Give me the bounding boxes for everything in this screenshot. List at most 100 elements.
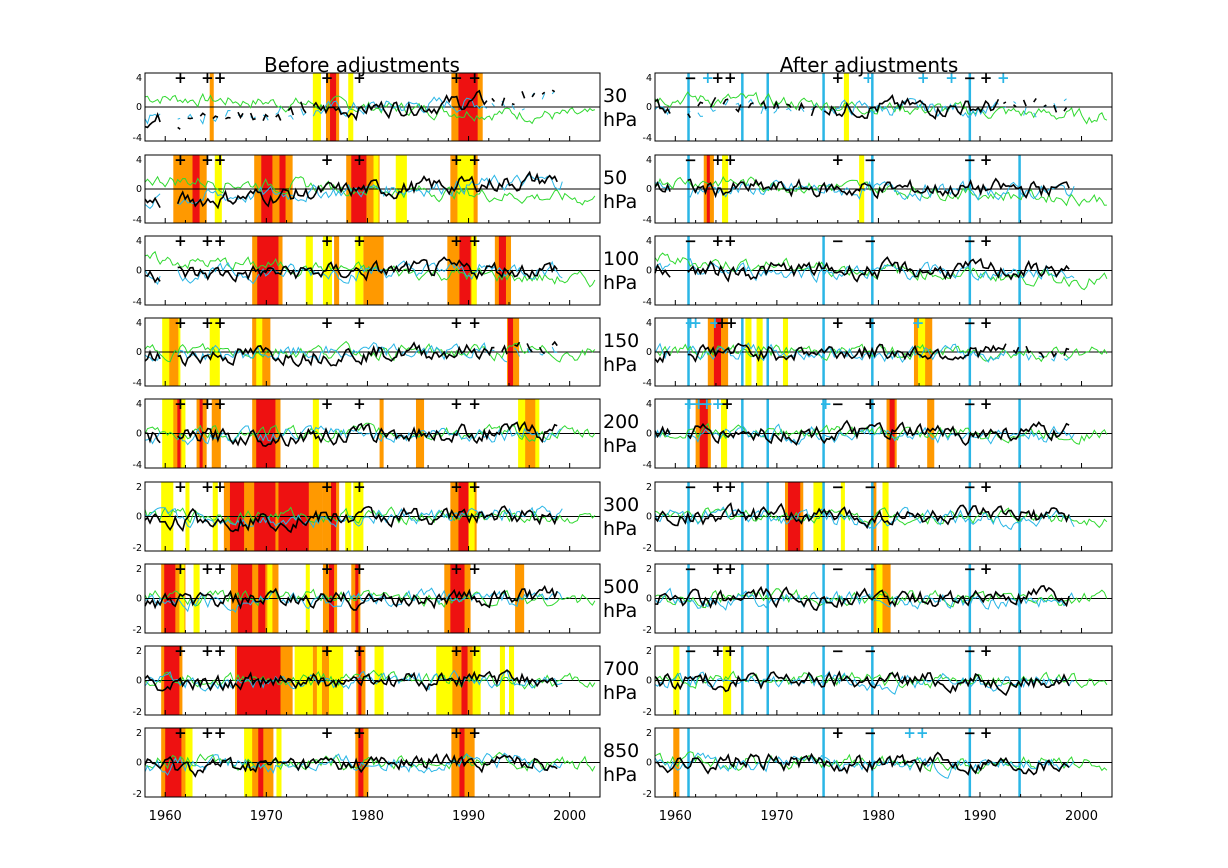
change-marker: + xyxy=(174,151,187,169)
y-tick-label: 0 xyxy=(646,676,652,687)
series-green xyxy=(654,343,1108,363)
change-marker: − xyxy=(832,560,845,578)
change-marker: + xyxy=(174,314,187,332)
level-label: 30 xyxy=(603,85,627,107)
change-marker: + xyxy=(450,232,463,250)
change-marker: − xyxy=(864,151,877,169)
y-tick-label: -4 xyxy=(133,133,142,144)
change-marker: − xyxy=(964,642,977,660)
series-cyan xyxy=(654,752,1075,779)
y-tick-label: 0 xyxy=(136,758,142,769)
change-marker: ++ xyxy=(201,69,226,87)
x-tick-label: 1990 xyxy=(452,809,485,824)
y-tick-label: -4 xyxy=(643,215,652,226)
level-unit: hPa xyxy=(603,682,637,704)
change-marker: − xyxy=(864,724,877,742)
y-tick-label: -4 xyxy=(643,460,652,471)
level-unit: hPa xyxy=(603,109,637,131)
change-marker: ++ xyxy=(711,478,736,496)
change-marker: − xyxy=(964,560,977,578)
level-label: 200 xyxy=(603,411,639,433)
change-marker: + xyxy=(721,395,734,413)
change-marker: ++ xyxy=(201,151,226,169)
level-unit: hPa xyxy=(603,518,637,540)
change-marker: + xyxy=(684,314,697,332)
change-marker: + xyxy=(468,478,481,496)
y-tick-label: -4 xyxy=(133,460,142,471)
change-marker: + xyxy=(712,395,725,413)
change-marker: + xyxy=(450,724,463,742)
change-marker: − xyxy=(684,478,697,496)
change-marker: + xyxy=(832,151,845,169)
y-tick-label: 4 xyxy=(136,399,142,410)
change-marker: + xyxy=(864,395,877,413)
after-panel-30: 40-4− +++ + + + + − + + xyxy=(643,69,1113,144)
change-marker: + xyxy=(174,478,187,496)
series-cyan xyxy=(144,341,558,364)
change-marker: + xyxy=(321,395,334,413)
series-green xyxy=(654,751,1108,775)
change-marker: + xyxy=(353,560,366,578)
series-green xyxy=(654,91,1108,125)
series-green xyxy=(654,252,1108,291)
change-marker: − xyxy=(864,478,877,496)
x-tick-label: 1970 xyxy=(760,809,793,824)
change-marker: + xyxy=(689,314,702,332)
change-marker: + xyxy=(353,232,366,250)
change-marker: − xyxy=(964,314,977,332)
after-panel-50: 40-4− ++ + − − + xyxy=(643,151,1113,226)
change-marker: + xyxy=(864,314,877,332)
y-tick-label: 0 xyxy=(136,102,142,113)
change-marker: + xyxy=(353,151,366,169)
y-tick-label: 0 xyxy=(646,266,652,277)
change-marker: − xyxy=(964,232,977,250)
y-tick-label: 2 xyxy=(136,646,142,657)
y-tick-label: -2 xyxy=(133,543,142,554)
level-label: 500 xyxy=(603,576,639,598)
level-unit: hPa xyxy=(603,354,637,376)
change-marker: − xyxy=(964,724,977,742)
y-tick-label: 0 xyxy=(136,594,142,605)
before-panel-500: 20-2+ ++ + + + + xyxy=(133,560,601,636)
y-tick-label: -4 xyxy=(643,133,652,144)
y-tick-label: 4 xyxy=(136,155,142,166)
series-green xyxy=(654,422,1108,445)
change-marker: + xyxy=(450,151,463,169)
y-tick-label: -2 xyxy=(643,543,652,554)
change-marker: − xyxy=(684,560,697,578)
series-black xyxy=(144,256,558,284)
y-tick-label: 4 xyxy=(136,236,142,247)
change-marker: − xyxy=(964,395,977,413)
y-tick-label: 4 xyxy=(136,73,142,84)
change-marker: + xyxy=(862,69,875,87)
y-tick-label: 2 xyxy=(136,728,142,739)
y-tick-label: 0 xyxy=(136,184,142,195)
change-marker: + xyxy=(353,395,366,413)
change-marker: ++ xyxy=(903,724,928,742)
change-marker: + xyxy=(980,642,993,660)
change-marker: + xyxy=(321,151,334,169)
change-marker: + xyxy=(321,560,334,578)
change-marker: ++ xyxy=(711,151,736,169)
before-panel-30: 40-4+ ++ + + + + xyxy=(133,69,601,144)
before-panel-50: 40-4+ ++ + + + + xyxy=(133,151,601,226)
change-marker: + xyxy=(174,395,187,413)
change-marker: + xyxy=(468,560,481,578)
series-black xyxy=(144,669,558,692)
change-marker: + xyxy=(450,395,463,413)
y-tick-label: -4 xyxy=(643,378,652,389)
x-tick-label: 1960 xyxy=(659,809,692,824)
change-marker: ++ xyxy=(201,560,226,578)
change-marker: + xyxy=(997,69,1010,87)
change-marker: + xyxy=(709,314,722,332)
y-tick-label: 0 xyxy=(136,676,142,687)
change-marker: + xyxy=(353,642,366,660)
change-marker: ++ xyxy=(711,560,736,578)
change-marker: + xyxy=(702,69,715,87)
change-marker: ++ xyxy=(201,478,226,496)
level-label: 700 xyxy=(603,658,639,680)
level-label: 50 xyxy=(603,167,627,189)
change-marker: + xyxy=(353,69,366,87)
after-panel-200: 40-4+++++ + − + − + xyxy=(643,395,1113,471)
change-marker: + xyxy=(321,642,334,660)
